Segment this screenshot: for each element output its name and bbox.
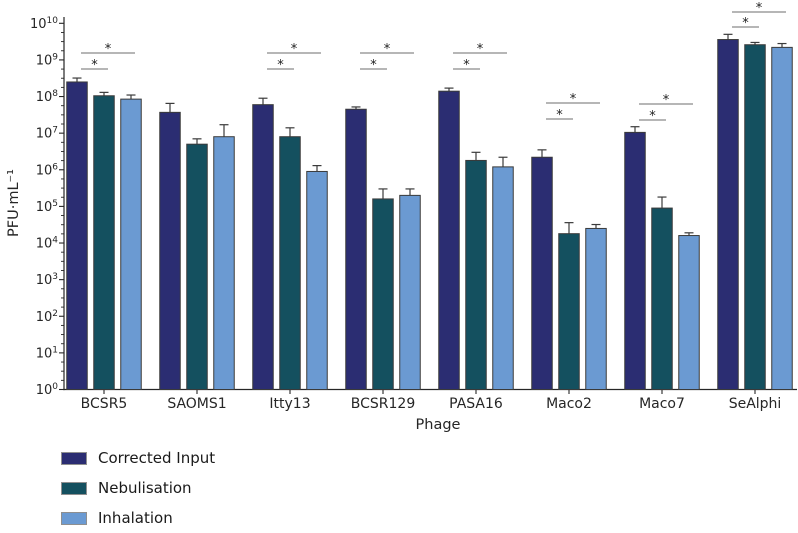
significance-star: * [556,108,563,123]
legend-swatch-nebulisation [61,481,87,495]
significance-star: * [742,16,749,31]
bar-corrected-input-bcsr129 [345,108,367,391]
bar-inhalation-bcsr129 [399,194,421,390]
bar-nebulisation-bcsr5 [93,95,115,391]
bar-inhalation-pasa16 [492,166,514,390]
y-tick-label: 107 [36,126,58,142]
bar-nebulisation-pasa16 [465,159,487,390]
bar-corrected-input-bcsr5 [66,81,88,390]
bar-inhalation-bcsr5 [120,98,142,391]
bar-inhalation-sealphi [771,46,793,390]
x-tick-label-bcsr5: BCSR5 [81,396,128,412]
significance-star: * [291,42,298,57]
x-tick-label-bcsr129: BCSR129 [351,396,415,412]
legend-swatch-inhalation [61,511,87,525]
bar-corrected-input-pasa16 [438,90,460,391]
bar-corrected-input-maco7 [624,131,646,391]
bar-nebulisation-maco7 [651,207,673,390]
bar-inhalation-maco2 [585,227,607,390]
y-tick-label: 106 [36,162,59,178]
legend-item-nebulisation: Nebulisation [61,473,215,503]
y-axis-label: PFU·mL⁻¹ [6,169,22,237]
y-tick-label: 102 [36,309,58,325]
y-tick-label: 103 [36,272,58,288]
y-tick-label: 105 [36,199,58,215]
significance-star: * [570,92,577,107]
x-tick-label-maco2: Maco2 [546,396,592,412]
y-tick-label: 1010 [30,16,58,32]
significance-star: * [370,58,377,73]
y-tick-label: 104 [36,236,59,252]
legend-item-corrected-input: Corrected Input [61,443,215,473]
legend-swatch-corrected-input [61,451,87,465]
bar-nebulisation-bcsr129 [372,198,394,390]
bar-inhalation-maco7 [678,235,700,390]
x-axis-label: Phage [415,417,461,433]
y-tick-label: 109 [36,52,59,68]
legend-label: Inhalation [98,509,173,527]
x-tick-label-pasa16: PASA16 [449,396,503,412]
x-tick-label-maco7: Maco7 [639,396,685,412]
legend: Corrected Input Nebulisation Inhalation [61,443,215,533]
legend-item-inhalation: Inhalation [61,503,215,533]
significance-star: * [463,58,470,73]
x-tick-label-itty13: Itty13 [269,396,310,412]
legend-label: Nebulisation [98,479,192,497]
bar-corrected-input-saoms1 [159,111,181,391]
significance-star: * [477,42,484,57]
significance-star: * [649,109,656,124]
y-tick-label: 108 [36,89,59,105]
bar-corrected-input-itty13 [252,104,274,391]
significance-star: * [756,1,763,16]
bar-nebulisation-maco2 [558,233,580,390]
significance-star: * [384,42,391,57]
y-tick-label: 101 [36,345,58,361]
significance-star: * [105,42,112,57]
bar-inhalation-saoms1 [213,136,235,390]
significance-star: * [91,58,98,73]
bar-corrected-input-maco2 [531,156,553,390]
y-tick-label: 100 [36,382,59,398]
significance-star: * [277,58,284,73]
x-tick-label-saoms1: SAOMS1 [167,396,226,412]
bar-nebulisation-sealphi [744,44,766,391]
bar-corrected-input-sealphi [717,39,739,391]
significance-star: * [663,93,670,108]
bar-nebulisation-saoms1 [186,143,208,390]
bar-inhalation-itty13 [306,170,328,390]
x-tick-label-sealphi: SeAlphi [729,396,782,412]
legend-label: Corrected Input [98,449,216,467]
bar-nebulisation-itty13 [279,136,301,390]
